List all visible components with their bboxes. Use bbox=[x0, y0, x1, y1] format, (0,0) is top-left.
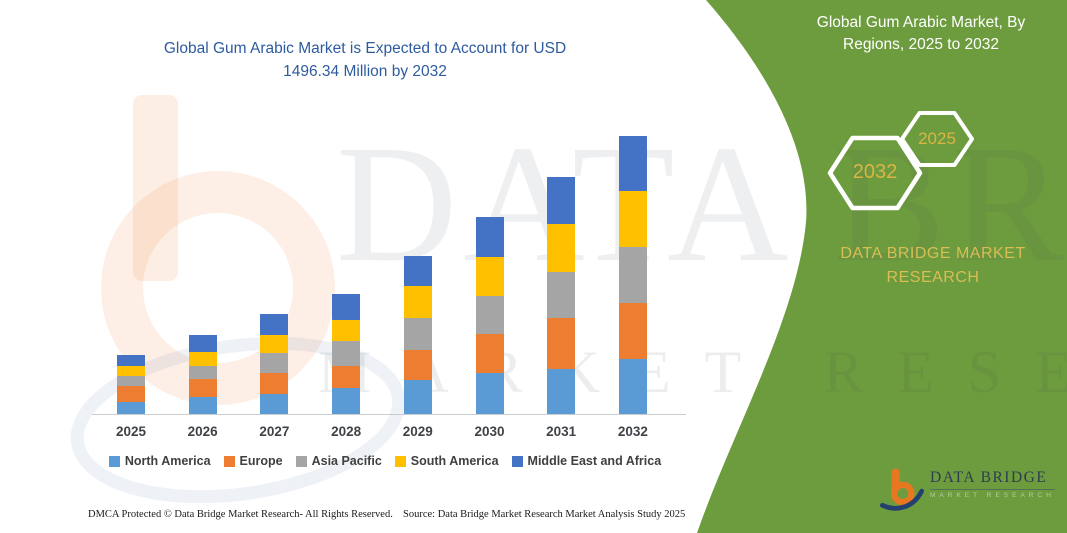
company-logo-name: DATA BRIDGE bbox=[930, 469, 1055, 490]
legend-swatch-icon bbox=[295, 455, 307, 467]
chart-title-line2: 1496.34 Million by 2032 bbox=[283, 63, 447, 80]
bar-segment bbox=[260, 353, 289, 374]
bar-segment bbox=[547, 224, 576, 272]
bar-segment bbox=[403, 317, 432, 350]
bar-segment bbox=[475, 256, 504, 296]
legend-item: Asia Pacific bbox=[295, 454, 382, 468]
bar-segment bbox=[260, 314, 289, 336]
hexagon-2032-outline bbox=[827, 135, 923, 211]
chart-title: Global Gum Arabic Market is Expected to … bbox=[100, 37, 630, 83]
bar-segment bbox=[547, 176, 576, 225]
hexagon-2025-outline bbox=[900, 111, 974, 167]
legend-swatch-icon bbox=[511, 455, 523, 467]
footer-dmca-text: DMCA Protected © Data Bridge Market Rese… bbox=[88, 509, 393, 520]
legend-label: South America bbox=[410, 454, 499, 468]
chart-title-line1: Global Gum Arabic Market is Expected to … bbox=[163, 40, 567, 57]
bar-segment bbox=[403, 286, 432, 318]
bar-segment bbox=[547, 318, 576, 370]
bar-segment bbox=[403, 380, 432, 414]
x-axis-line bbox=[92, 414, 686, 415]
bar-segment bbox=[260, 393, 289, 414]
bar-segment bbox=[475, 216, 504, 257]
legend-item: Middle East and Africa bbox=[511, 454, 662, 468]
bar-segment bbox=[117, 365, 145, 376]
x-axis-label: 2026 bbox=[187, 424, 218, 439]
bar-2031 bbox=[547, 176, 576, 414]
right-panel-title-line2: Regions, 2025 to 2032 bbox=[843, 36, 999, 53]
bar-2032 bbox=[618, 136, 647, 414]
footer-source-text: Source: Data Bridge Market Research Mark… bbox=[403, 509, 686, 520]
x-axis-label: 2030 bbox=[474, 424, 505, 439]
bar-segment bbox=[475, 295, 504, 335]
brand-text: DATA BRIDGE MARKET RESEARCH bbox=[818, 242, 1048, 290]
bar-segment bbox=[403, 256, 432, 287]
x-axis-label: 2031 bbox=[546, 424, 577, 439]
bar-segment bbox=[618, 302, 647, 360]
hexagon-2032-label: 2032 bbox=[852, 161, 898, 183]
bar-segment bbox=[332, 293, 361, 321]
bar-segment bbox=[332, 320, 361, 342]
brand-text-line2: RESEARCH bbox=[886, 269, 980, 286]
company-logo-icon bbox=[880, 468, 924, 511]
bar-segment bbox=[547, 271, 576, 319]
legend-item: Europe bbox=[223, 454, 283, 468]
right-panel-title: Global Gum Arabic Market, By Regions, 20… bbox=[793, 12, 1049, 56]
brand-text-line1: DATA BRIDGE MARKET bbox=[840, 245, 1026, 262]
bar-segment bbox=[117, 401, 145, 414]
bar-segment bbox=[188, 365, 217, 379]
legend-swatch-icon bbox=[223, 455, 235, 467]
bar-segment bbox=[618, 136, 647, 192]
bar-segment bbox=[332, 341, 361, 366]
legend-label: Middle East and Africa bbox=[527, 454, 662, 468]
x-axis-label: 2032 bbox=[617, 424, 648, 439]
bar-segment bbox=[188, 351, 217, 366]
bar-2027 bbox=[260, 314, 289, 414]
x-axis-label: 2025 bbox=[115, 424, 147, 439]
legend-label: North America bbox=[124, 454, 211, 468]
x-axis-label: 2028 bbox=[331, 424, 362, 439]
legend-item: South America bbox=[394, 454, 499, 468]
hexagon-2025-label: 2025 bbox=[918, 129, 956, 148]
bar-segment bbox=[117, 385, 145, 402]
bar-2026 bbox=[188, 335, 217, 414]
right-panel-title-line1: Global Gum Arabic Market, By bbox=[816, 14, 1026, 31]
legend-swatch-icon bbox=[108, 455, 120, 467]
bar-segment bbox=[618, 191, 647, 247]
bar-2025 bbox=[117, 354, 145, 414]
bar-segment bbox=[332, 388, 361, 414]
bar-segment bbox=[475, 373, 504, 414]
x-axis-label: 2027 bbox=[259, 424, 290, 439]
bar-segment bbox=[547, 369, 576, 414]
bar-segment bbox=[188, 378, 217, 397]
bar-segment bbox=[117, 354, 145, 366]
bar-segment bbox=[618, 246, 647, 303]
x-axis-label: 2029 bbox=[402, 424, 433, 439]
bar-2030 bbox=[475, 216, 504, 414]
legend-label: Europe bbox=[239, 454, 283, 468]
chart-legend: North America Europe Asia Pacific South Ame… bbox=[85, 454, 685, 468]
legend-item: North America bbox=[108, 454, 211, 468]
bar-2029 bbox=[403, 256, 432, 414]
company-logo-subtitle: MARKET RESEARCH bbox=[930, 492, 1055, 499]
bar-segment bbox=[403, 349, 432, 381]
bar-segment bbox=[188, 396, 217, 414]
bar-segment bbox=[260, 335, 289, 354]
bar-segment bbox=[475, 334, 504, 374]
legend-label: Asia Pacific bbox=[311, 454, 382, 468]
bar-segment bbox=[618, 359, 647, 414]
bar-segment bbox=[260, 373, 289, 394]
company-logo: DATA BRIDGE MARKET RESEARCH bbox=[880, 460, 1055, 516]
bar-2028 bbox=[332, 293, 361, 414]
legend-swatch-icon bbox=[394, 455, 406, 467]
bar-segment bbox=[332, 365, 361, 388]
bar-segment bbox=[188, 335, 217, 352]
bar-segment bbox=[117, 375, 145, 386]
company-logo-text: DATA BRIDGE MARKET RESEARCH bbox=[930, 469, 1055, 499]
